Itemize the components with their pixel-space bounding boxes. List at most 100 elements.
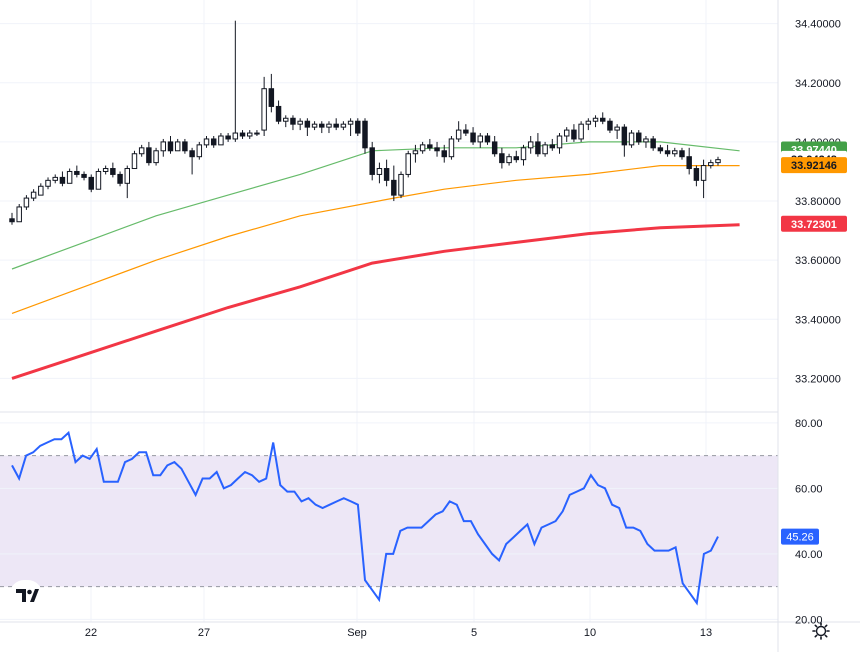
candle[interactable]: [585, 118, 592, 131]
candle[interactable]: [225, 133, 231, 142]
candle[interactable]: [138, 144, 145, 157]
candle[interactable]: [52, 174, 58, 184]
candle[interactable]: [398, 171, 404, 199]
candle[interactable]: [571, 124, 577, 142]
candle[interactable]: [59, 171, 66, 187]
candle[interactable]: [239, 130, 246, 139]
candle[interactable]: [131, 150, 138, 170]
moving-average-line[interactable]: [11, 223, 740, 380]
candle[interactable]: [210, 136, 217, 148]
candle[interactable]: [520, 144, 527, 166]
candle[interactable]: [247, 130, 253, 139]
candle[interactable]: [455, 121, 462, 142]
candle[interactable]: [477, 133, 483, 148]
candle[interactable]: [549, 138, 556, 151]
candle[interactable]: [643, 136, 649, 148]
candle[interactable]: [578, 121, 584, 142]
candle[interactable]: [592, 115, 599, 128]
candle[interactable]: [542, 141, 548, 157]
candle[interactable]: [412, 144, 419, 163]
candle[interactable]: [427, 138, 433, 151]
candle[interactable]: [513, 150, 520, 163]
candle[interactable]: [283, 115, 289, 128]
candle[interactable]: [636, 130, 642, 145]
candle[interactable]: [700, 159, 707, 199]
candle[interactable]: [628, 130, 635, 148]
candle[interactable]: [419, 141, 426, 154]
candle[interactable]: [527, 136, 534, 154]
candle[interactable]: [254, 130, 260, 136]
candle[interactable]: [556, 133, 563, 154]
candle[interactable]: [9, 212, 15, 225]
candle[interactable]: [167, 136, 174, 154]
candle[interactable]: [369, 141, 375, 181]
candle[interactable]: [491, 136, 498, 157]
candle[interactable]: [499, 147, 505, 169]
rsi-line[interactable]: [11, 430, 719, 606]
candle[interactable]: [110, 162, 116, 178]
candle[interactable]: [153, 147, 159, 166]
candle[interactable]: [614, 124, 620, 139]
candle[interactable]: [657, 144, 664, 154]
candle[interactable]: [441, 144, 447, 163]
candle[interactable]: [66, 168, 73, 184]
candle[interactable]: [81, 171, 87, 181]
candle[interactable]: [405, 150, 411, 178]
candle[interactable]: [326, 121, 332, 134]
candle[interactable]: [88, 174, 94, 193]
candle[interactable]: [30, 189, 37, 202]
candle[interactable]: [124, 165, 130, 199]
candle[interactable]: [383, 159, 390, 187]
candle[interactable]: [650, 136, 656, 151]
candle[interactable]: [621, 124, 628, 157]
candle[interactable]: [102, 165, 109, 175]
candle[interactable]: [189, 147, 195, 175]
candle[interactable]: [391, 165, 397, 202]
candle[interactable]: [355, 118, 361, 136]
candle[interactable]: [484, 133, 491, 145]
candle[interactable]: [174, 138, 181, 152]
candlestick-series[interactable]: [9, 20, 721, 225]
candle[interactable]: [333, 118, 339, 131]
candle[interactable]: [218, 133, 224, 146]
candle[interactable]: [506, 153, 512, 166]
candle[interactable]: [146, 141, 152, 166]
candle[interactable]: [38, 183, 44, 196]
candle[interactable]: [311, 121, 318, 131]
candle[interactable]: [715, 156, 721, 166]
candle[interactable]: [304, 118, 311, 136]
candle[interactable]: [434, 141, 440, 157]
candle[interactable]: [297, 118, 303, 131]
candle[interactable]: [232, 20, 239, 142]
candle[interactable]: [607, 118, 613, 134]
candle[interactable]: [664, 144, 671, 157]
candle[interactable]: [376, 162, 383, 184]
candle[interactable]: [196, 141, 203, 160]
candle[interactable]: [340, 121, 347, 131]
candle[interactable]: [672, 147, 678, 157]
candle[interactable]: [448, 136, 455, 160]
rsi-axis[interactable]: 80.00 60.00 40.00 20.00: [795, 418, 823, 627]
candle[interactable]: [470, 127, 476, 145]
candle[interactable]: [319, 121, 325, 134]
candle[interactable]: [23, 195, 30, 210]
time-axis[interactable]: 22 27 Sep 5 10 13: [85, 627, 712, 639]
gear-icon[interactable]: [812, 622, 830, 640]
candle[interactable]: [95, 168, 102, 190]
candle[interactable]: [160, 138, 167, 157]
candle[interactable]: [708, 159, 714, 169]
candle[interactable]: [261, 76, 267, 136]
candle[interactable]: [347, 118, 354, 136]
candle[interactable]: [45, 177, 51, 190]
candle[interactable]: [679, 147, 685, 160]
candle[interactable]: [182, 138, 188, 154]
candle[interactable]: [535, 133, 541, 157]
candle[interactable]: [362, 118, 368, 154]
candle[interactable]: [203, 136, 210, 148]
candle[interactable]: [275, 100, 282, 125]
candle[interactable]: [74, 165, 80, 178]
candle[interactable]: [686, 147, 692, 175]
candle[interactable]: [600, 112, 606, 125]
tradingview-logo-icon[interactable]: [10, 580, 42, 608]
